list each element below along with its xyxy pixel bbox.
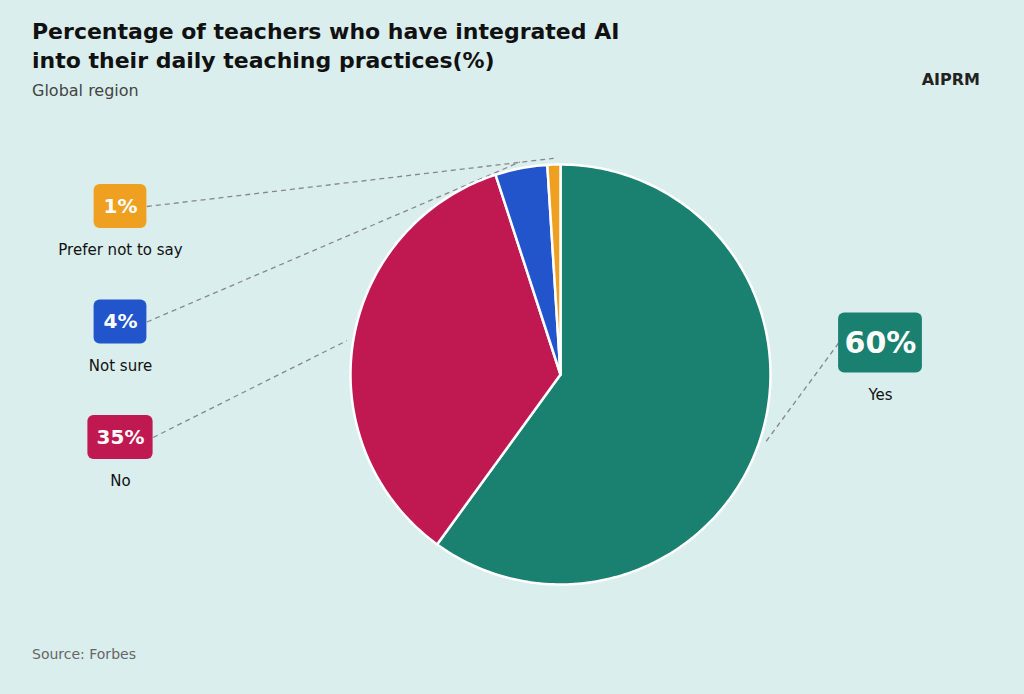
- html-text:Source: Forbes: Source: Forbes: [32, 646, 136, 663]
- html-text:AIPRM: AIPRM: [921, 70, 980, 89]
- svg-text:1%: 1%: [104, 194, 138, 218]
- svg-text:No: No: [110, 472, 130, 490]
- svg-text:60%: 60%: [845, 325, 917, 360]
- html-text:Percentage of teachers who hav: Percentage of teachers who have integrat…: [32, 19, 620, 73]
- html-text:Global region: Global region: [32, 81, 139, 101]
- svg-text:35%: 35%: [97, 425, 145, 449]
- svg-text:Yes: Yes: [867, 386, 892, 404]
- svg-text:4%: 4%: [104, 310, 138, 334]
- svg-text:Not sure: Not sure: [89, 357, 152, 375]
- svg-text:Prefer not to say: Prefer not to say: [58, 241, 182, 259]
